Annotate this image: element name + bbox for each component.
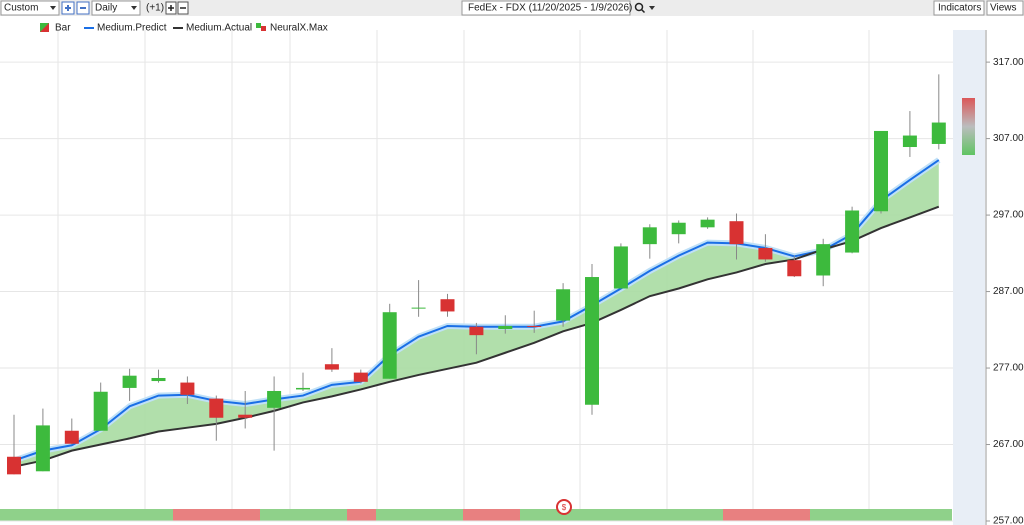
indicators-button[interactable] — [933, 0, 985, 16]
dropdown-arrow — [649, 6, 655, 10]
dropdown-arrow — [131, 6, 137, 10]
candle-body — [527, 325, 542, 327]
y-tick-label: 267.00 — [993, 439, 1024, 450]
candle-body — [122, 375, 137, 388]
search-icon[interactable] — [634, 2, 644, 12]
candle-body — [209, 398, 224, 418]
candle-body — [700, 219, 715, 228]
candle-body — [787, 260, 802, 277]
legend-label: NeuralX.Max — [270, 23, 328, 34]
candle-body — [816, 244, 831, 276]
symbol-box[interactable] — [461, 0, 631, 16]
forecast-range — [962, 98, 975, 155]
candle-body — [64, 430, 79, 444]
legend-label: Bar — [55, 23, 71, 34]
candle-body — [469, 326, 484, 336]
indicators-label: Indicators — [938, 3, 981, 14]
indicator-strip: $ — [0, 499, 952, 521]
candle-body — [7, 456, 21, 475]
views-label: Views — [990, 3, 1017, 14]
candle-body — [585, 277, 599, 405]
candle-body — [498, 325, 513, 330]
y-tick-label: 287.00 — [993, 286, 1024, 297]
candle-body — [729, 221, 744, 245]
y-tick-label: 297.00 — [993, 210, 1024, 221]
y-tick-label: 257.00 — [993, 516, 1024, 525]
candle-body — [382, 312, 397, 379]
interval-label: Daily — [95, 3, 117, 14]
candle-body — [180, 382, 195, 395]
candle-body — [93, 391, 108, 431]
candle-body — [845, 210, 860, 253]
candle-body — [758, 247, 773, 260]
legend-swatch — [261, 26, 266, 31]
candle-body — [874, 130, 888, 212]
plus-icon — [65, 5, 71, 11]
candle-body — [411, 307, 426, 309]
dropdown-arrow — [50, 6, 56, 10]
candle-body — [440, 299, 455, 312]
legend-swatch — [40, 23, 49, 32]
search-icon-handle — [640, 8, 646, 14]
candle-body — [642, 227, 657, 245]
candle-body — [35, 425, 50, 472]
candle-body — [353, 372, 368, 382]
candle-body — [556, 289, 571, 321]
candle-body — [296, 387, 310, 390]
candle-body — [151, 377, 166, 382]
legend-label: Medium.Predict — [97, 23, 167, 34]
plus-icon — [168, 5, 174, 11]
offset-label: (+1) — [146, 3, 164, 14]
preset-dropdown[interactable] — [0, 0, 60, 16]
candle-body — [267, 390, 282, 408]
candle-body — [671, 222, 686, 235]
y-tick-label: 277.00 — [993, 363, 1024, 374]
candle-body — [238, 414, 253, 418]
candle-body — [931, 122, 946, 144]
views-button[interactable] — [986, 0, 1024, 16]
series-line — [13, 205, 940, 468]
vertical-grid — [57, 30, 870, 521]
preset-label: Custom — [4, 3, 38, 14]
legend-swatch — [256, 23, 261, 28]
y-tick-label: 317.00 — [993, 57, 1024, 68]
legend-label: Medium.Actual — [186, 23, 252, 34]
chart-title: FedEx - FDX (11/20/2025 - 1/9/2026) — [468, 3, 632, 14]
candle-body — [324, 364, 339, 370]
candle-body — [613, 246, 628, 289]
interval-dropdown[interactable] — [91, 0, 141, 16]
svg-text:$: $ — [562, 503, 567, 512]
spread-area — [14, 160, 939, 467]
candle-body — [902, 135, 917, 148]
y-tick-label: 307.00 — [993, 133, 1024, 144]
